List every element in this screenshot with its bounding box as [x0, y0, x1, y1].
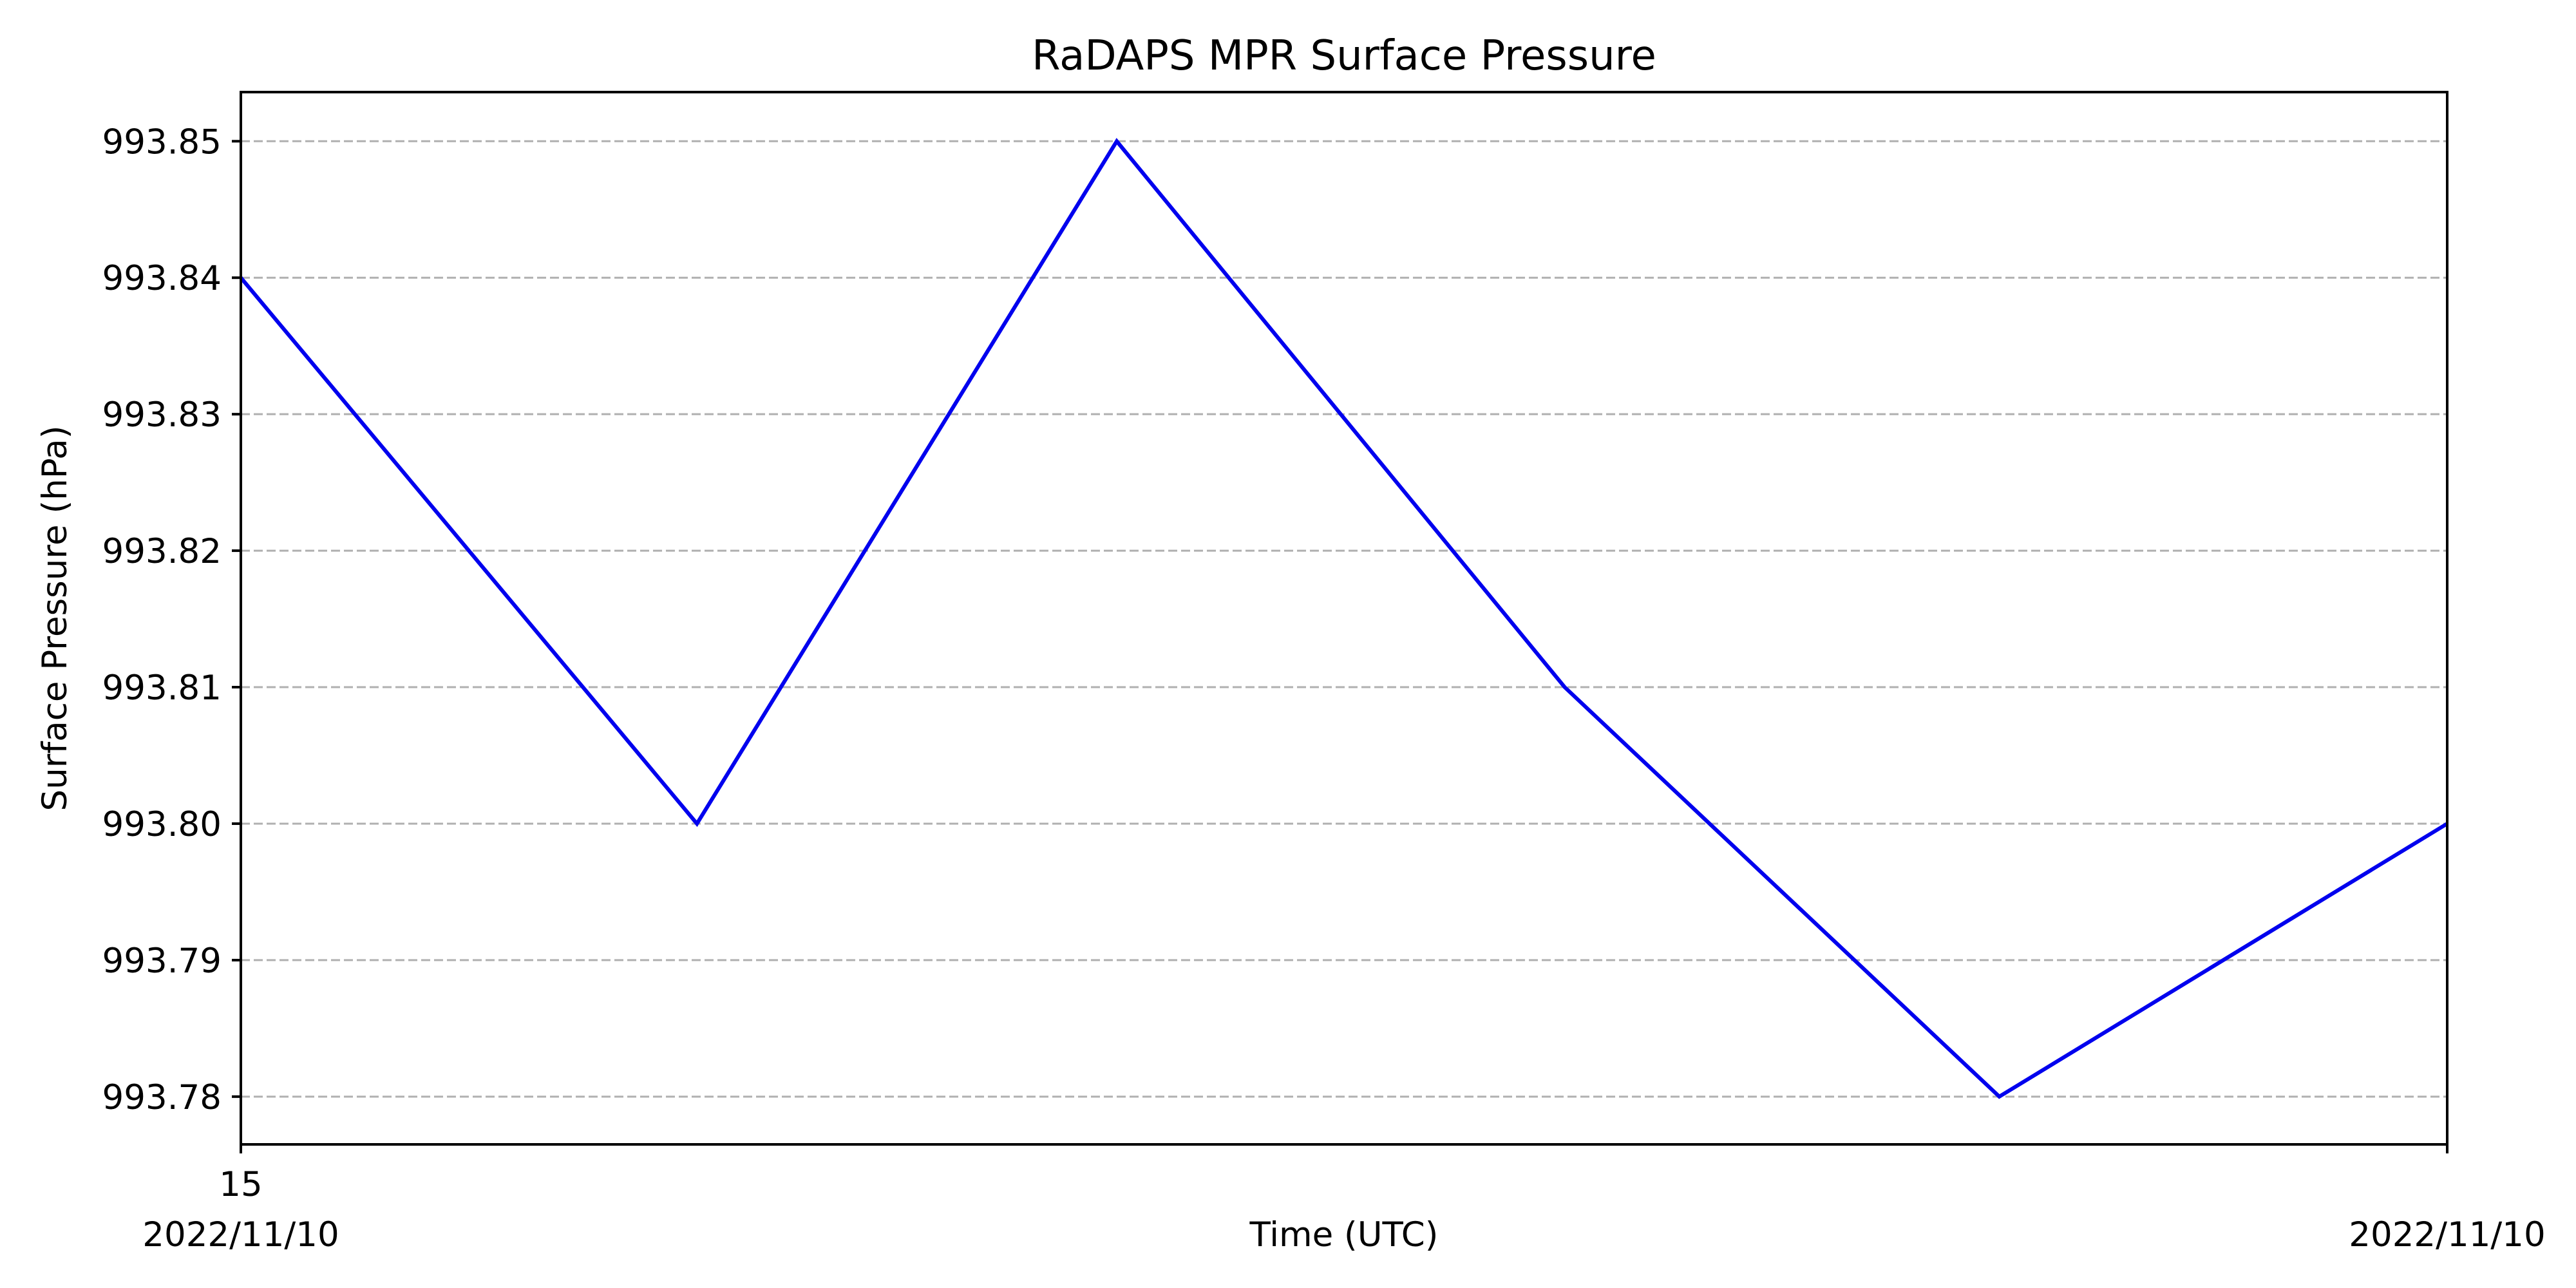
y-tick-label: 993.79 [102, 942, 222, 981]
x-axis-ticks: 15 2022/11/10 2022/11/10 [142, 1144, 2546, 1255]
x-tick-label: 2022/11/10 [2349, 1215, 2545, 1255]
chart-title: RaDAPS MPR Surface Pressure [1032, 32, 1656, 80]
y-tick-label: 993.83 [102, 395, 222, 435]
y-axis-title: Surface Pressure (hPa) [35, 426, 75, 811]
y-tick-label: 993.80 [102, 805, 222, 844]
plot-frame [240, 91, 2448, 1146]
y-tick-label: 993.82 [102, 532, 222, 571]
y-axis-ticks: 993.78 993.79 993.80 993.81 993.82 993.83 993.… [102, 122, 241, 1117]
x-axis-title: Time (UTC) [1249, 1215, 1439, 1255]
y-tick-label: 993.81 [102, 668, 222, 708]
x-tick-label: 2022/11/10 [142, 1215, 339, 1255]
y-tick-label: 993.85 [102, 122, 222, 162]
pressure-series-line [239, 138, 2448, 1099]
y-tick-label: 993.78 [102, 1078, 222, 1117]
gridlines [241, 140, 2447, 1098]
y-tick-label: 993.84 [102, 259, 222, 298]
x-tick-label: 15 [219, 1165, 262, 1204]
series-layer [239, 138, 2448, 1099]
